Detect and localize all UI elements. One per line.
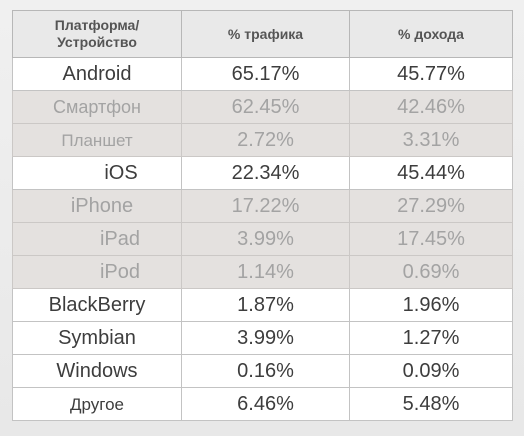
row-label: Windows [12, 354, 182, 388]
table-header-row: Платформа/ Устройство % трафика % дохода [12, 10, 513, 58]
header-platform: Платформа/ Устройство [12, 10, 182, 58]
row-revenue: 5.48% [349, 387, 513, 421]
row-traffic: 0.16% [181, 354, 350, 388]
header-platform-line2: Устройство [57, 34, 137, 50]
row-revenue: 27.29% [349, 189, 513, 223]
row-revenue: 45.77% [349, 57, 513, 91]
row-traffic: 17.22% [181, 189, 350, 223]
table-row: iOS 22.34% 45.44% [12, 156, 513, 190]
row-revenue: 0.69% [349, 255, 513, 289]
row-label-text: iOS [104, 161, 138, 184]
row-label: iPad [12, 222, 182, 256]
row-revenue: 3.31% [349, 123, 513, 157]
row-revenue: 0.09% [349, 354, 513, 388]
row-traffic: 65.17% [181, 57, 350, 91]
row-traffic: 6.46% [181, 387, 350, 421]
table-row: iPod 1.14% 0.69% [12, 255, 513, 289]
row-label: iPhone [12, 189, 182, 223]
table-row: Windows 0.16% 0.09% [12, 354, 513, 388]
row-label: Android [12, 57, 182, 91]
row-label-text: iPad [99, 227, 141, 250]
header-traffic: % трафика [181, 10, 350, 58]
row-label: Symbian [12, 321, 182, 355]
row-label: Другое [12, 387, 182, 421]
row-traffic: 1.87% [181, 288, 350, 322]
row-traffic: 2.72% [181, 123, 350, 157]
table-row: Symbian 3.99% 1.27% [12, 321, 513, 355]
row-revenue: 42.46% [349, 90, 513, 124]
row-revenue: 1.96% [349, 288, 513, 322]
header-platform-line1: Платформа/ [54, 17, 140, 33]
row-label: Планшет [12, 123, 182, 157]
table-row: BlackBerry 1.87% 1.96% [12, 288, 513, 322]
row-label: Смартфон [12, 90, 182, 124]
table-row: Смартфон 62.45% 42.46% [12, 90, 513, 124]
row-traffic: 22.34% [181, 156, 350, 190]
header-revenue: % дохода [349, 10, 513, 58]
platform-stats-table: Платформа/ Устройство % трафика % дохода… [12, 10, 513, 421]
table-row: Другое 6.46% 5.48% [12, 387, 513, 421]
row-traffic: 62.45% [181, 90, 350, 124]
row-label-text: Смартфон [52, 96, 141, 117]
row-label: iPod [12, 255, 182, 289]
row-label: BlackBerry [12, 288, 182, 322]
row-traffic: 1.14% [181, 255, 350, 289]
row-label-text: Другое [69, 394, 124, 414]
row-label-text: iPhone [70, 194, 134, 217]
table-row: iPad 3.99% 17.45% [12, 222, 513, 256]
row-label-text: Планшет [61, 130, 133, 150]
table-row: iPhone 17.22% 27.29% [12, 189, 513, 223]
table-row: Android 65.17% 45.77% [12, 57, 513, 91]
row-traffic: 3.99% [181, 222, 350, 256]
row-label-text: iPod [99, 260, 141, 283]
row-revenue: 17.45% [349, 222, 513, 256]
table-row: Планшет 2.72% 3.31% [12, 123, 513, 157]
row-revenue: 1.27% [349, 321, 513, 355]
row-revenue: 45.44% [349, 156, 513, 190]
row-label: iOS [12, 156, 182, 190]
row-traffic: 3.99% [181, 321, 350, 355]
